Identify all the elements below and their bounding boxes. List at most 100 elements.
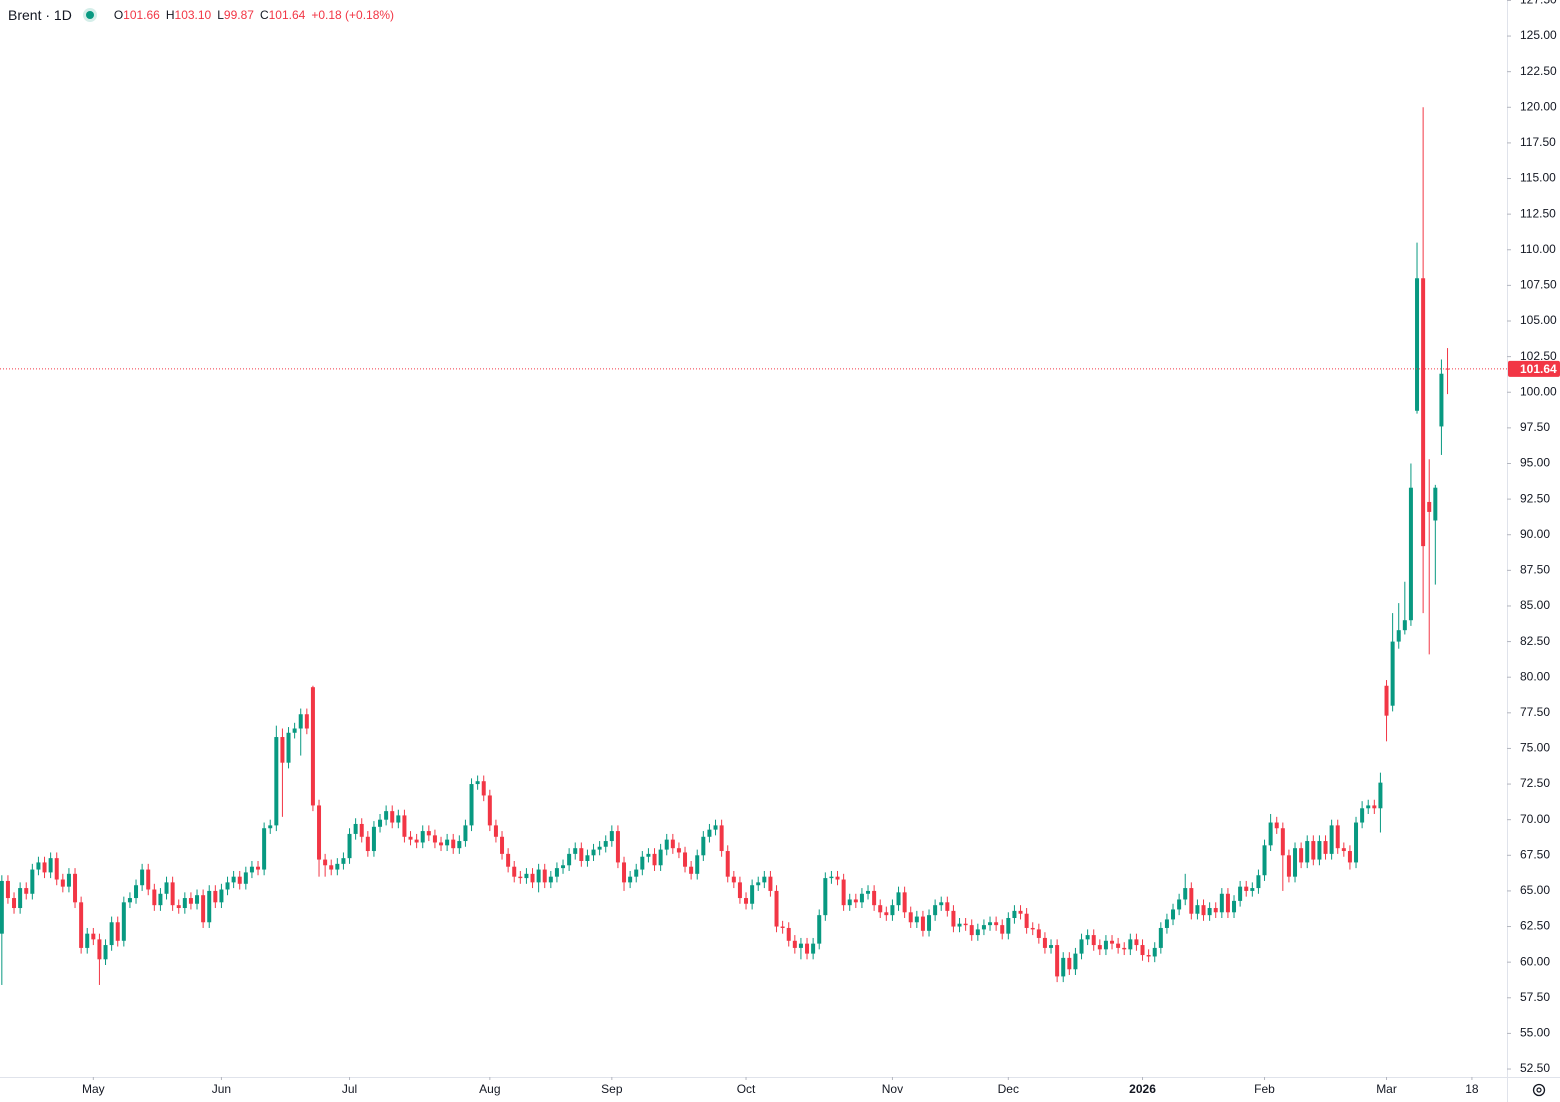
candle-body [1097,945,1102,950]
candle-body [457,841,462,849]
candle-body [66,873,71,887]
candle-body [707,829,712,837]
candle-body [1116,943,1121,948]
candle-body [475,781,480,785]
candle-body [1372,805,1377,809]
candle-body [493,825,498,837]
candle-body [1152,947,1157,957]
candles [0,107,1450,985]
candle-body [512,866,517,877]
candle-body [420,831,425,843]
candle-body [884,912,889,916]
candle-body [798,943,803,948]
candle-body [359,823,364,837]
candle-body [329,865,334,870]
candle-body [219,889,224,903]
y-tick-label: 112.50 [1520,206,1556,220]
candle-body [103,945,108,960]
candle-body [256,866,261,870]
x-tick-label: Mar [1376,1082,1397,1096]
candle-body [981,925,986,930]
candle-body [792,940,797,948]
candle-body [524,873,529,879]
candle-body [365,836,370,852]
candle-body [1250,888,1255,891]
settings-gear[interactable] [1532,1083,1546,1097]
candle-body [1134,939,1139,946]
candle-body [1323,841,1328,854]
candle-body [1366,805,1371,809]
candle-body [1067,957,1072,970]
candle-body [658,849,663,866]
candle-body [1232,900,1237,913]
candle-body [701,836,706,856]
y-tick-label: 70.00 [1520,812,1550,826]
candle-body [91,933,96,940]
candle-body [48,858,53,873]
settings-icon[interactable] [1532,1083,1546,1097]
high-value: 103.10 [174,8,212,22]
candle-body [1049,945,1054,948]
candle-body [1299,848,1304,863]
candle-body [54,858,59,880]
x-tick-label: May [82,1082,105,1096]
candle-body [439,842,444,846]
candle-body [1122,947,1127,950]
candle-body [628,876,633,883]
candle-body [1177,899,1182,910]
candle-body [451,839,456,849]
candle-body [542,869,547,883]
candle-body [1335,825,1340,849]
candle-body [18,888,23,909]
y-tick-label: 77.50 [1520,705,1550,719]
candle-body [1433,487,1438,521]
candle-body [945,902,950,911]
candle-body [847,899,852,906]
symbol[interactable]: Brent · 1D [8,7,72,23]
candle-body [1146,955,1151,957]
candle-body [481,781,486,796]
candle-body [445,839,450,846]
candle-body [670,839,675,849]
candle-body [829,876,834,879]
y-tick-label: 125.00 [1520,28,1557,42]
candle-body [1189,888,1194,914]
settings-gear-hub[interactable] [1536,1087,1542,1093]
candle-body [1347,851,1352,863]
candle-body [353,823,358,834]
candle-body [597,846,602,850]
candle-body [927,915,932,931]
candle-body [1006,917,1011,934]
candle-body [561,865,566,869]
candle-body [1085,935,1090,940]
candle-body [1305,841,1310,863]
candle-body [530,873,535,883]
candle-body [323,859,328,866]
candle-body [1012,910,1017,918]
last-price-tag [1508,360,1560,377]
candle-body [371,826,376,852]
y-tick-label: 62.50 [1520,919,1550,933]
candle-body [689,866,694,874]
candle-body [506,853,511,867]
y-tick-label: 82.50 [1520,634,1550,648]
y-tick-label: 122.50 [1520,64,1557,78]
candle-body [1280,828,1285,856]
candle-body [622,862,627,883]
candle-body [1244,886,1249,891]
candle-body [170,882,175,906]
candle-body [1256,875,1261,889]
candle-body [1445,368,1450,370]
candle-body [262,828,267,870]
candle-body [408,836,413,840]
candle-body [615,831,620,863]
candle-body [304,714,309,729]
y-tick-label: 80.00 [1520,669,1550,683]
candle-body [591,849,596,856]
status-dot [85,11,94,19]
candle-body [164,882,169,894]
candle-body [805,943,810,954]
candle-body [60,879,65,887]
x-tick-label: Dec [998,1082,1019,1096]
candle-body [1073,953,1078,970]
